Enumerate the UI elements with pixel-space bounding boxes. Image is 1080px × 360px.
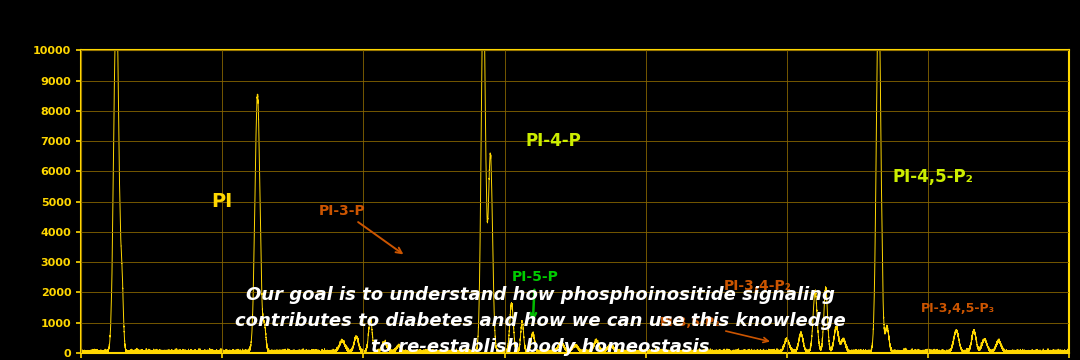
Text: PI-3,4,5-P₃: PI-3,4,5-P₃ [921,302,995,315]
Text: PI-4,5-P₂: PI-4,5-P₂ [893,168,973,186]
Text: Our goal is to understand how phosphoinositide signaling
contributes to diabetes: Our goal is to understand how phosphoino… [234,285,846,356]
Text: PI-3-P: PI-3-P [319,204,402,253]
Text: PI-3,4-P₂: PI-3,4-P₂ [724,279,791,293]
Text: PI-5-P: PI-5-P [512,270,558,319]
Text: PI-3,5-P₂: PI-3,5-P₂ [660,316,768,342]
Text: PI: PI [212,192,233,211]
Text: PI-4-P: PI-4-P [526,132,581,150]
